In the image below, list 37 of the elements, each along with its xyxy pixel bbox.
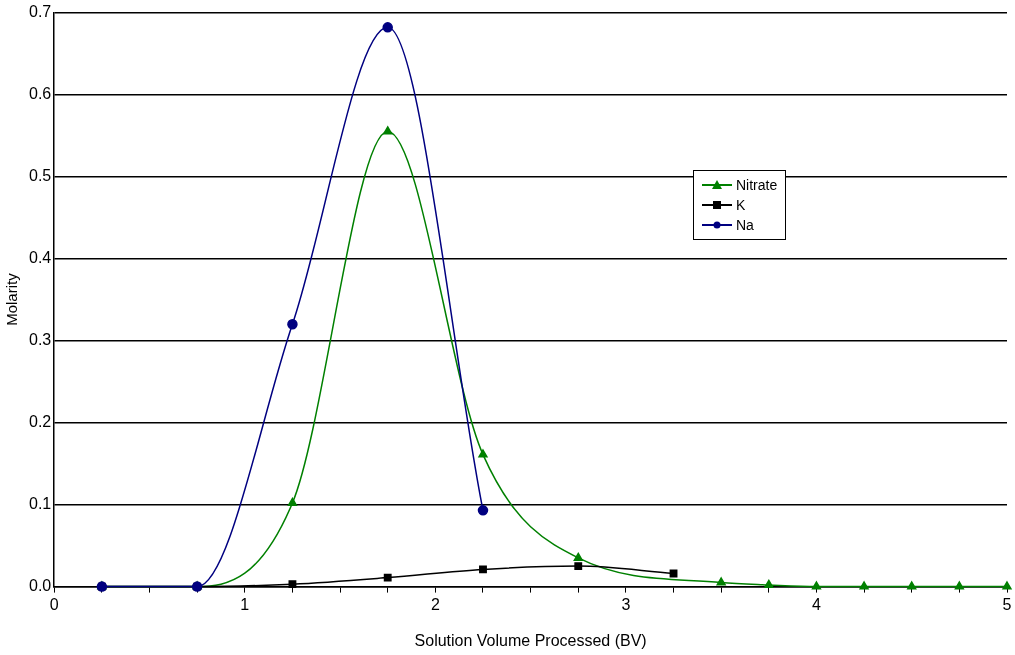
x-tick-label: 2 bbox=[430, 595, 440, 613]
point bbox=[287, 318, 298, 330]
x-tick-label: 4 bbox=[812, 595, 821, 613]
point bbox=[383, 573, 392, 582]
point bbox=[383, 126, 393, 135]
point bbox=[479, 565, 487, 574]
point bbox=[1002, 581, 1012, 590]
point bbox=[574, 562, 583, 571]
point bbox=[764, 579, 774, 588]
y-tick-label: 0.1 bbox=[28, 495, 52, 513]
point bbox=[382, 22, 393, 33]
point bbox=[811, 581, 822, 590]
point bbox=[859, 581, 869, 590]
x-tick-label: 0 bbox=[49, 595, 59, 613]
y-tick-label: 0.2 bbox=[28, 413, 52, 431]
legend-label: Nitrate bbox=[736, 177, 778, 193]
point bbox=[478, 449, 488, 458]
x-tick-label: 1 bbox=[240, 595, 250, 613]
legend-label: Na bbox=[736, 217, 754, 233]
y-axis-title: Molarity bbox=[3, 272, 21, 326]
point bbox=[954, 581, 965, 590]
x-axis-title: Solution Volume Processed (BV) bbox=[414, 631, 647, 649]
point bbox=[287, 497, 298, 506]
point bbox=[288, 580, 297, 589]
x-tick-label: 5 bbox=[1002, 595, 1012, 613]
y-tick-label: 0.0 bbox=[28, 577, 52, 595]
point bbox=[907, 581, 917, 590]
y-tick-label: 0.6 bbox=[28, 85, 52, 103]
y-tick-label: 0.4 bbox=[28, 249, 52, 267]
y-tick-label: 0.7 bbox=[28, 3, 52, 21]
point bbox=[716, 577, 726, 586]
point bbox=[573, 552, 583, 561]
point bbox=[477, 505, 489, 516]
y-tick-label: 0.5 bbox=[28, 167, 52, 185]
x-tick-label: 3 bbox=[621, 595, 631, 613]
y-tick-label: 0.3 bbox=[28, 331, 52, 349]
legend-label: K bbox=[736, 197, 746, 213]
